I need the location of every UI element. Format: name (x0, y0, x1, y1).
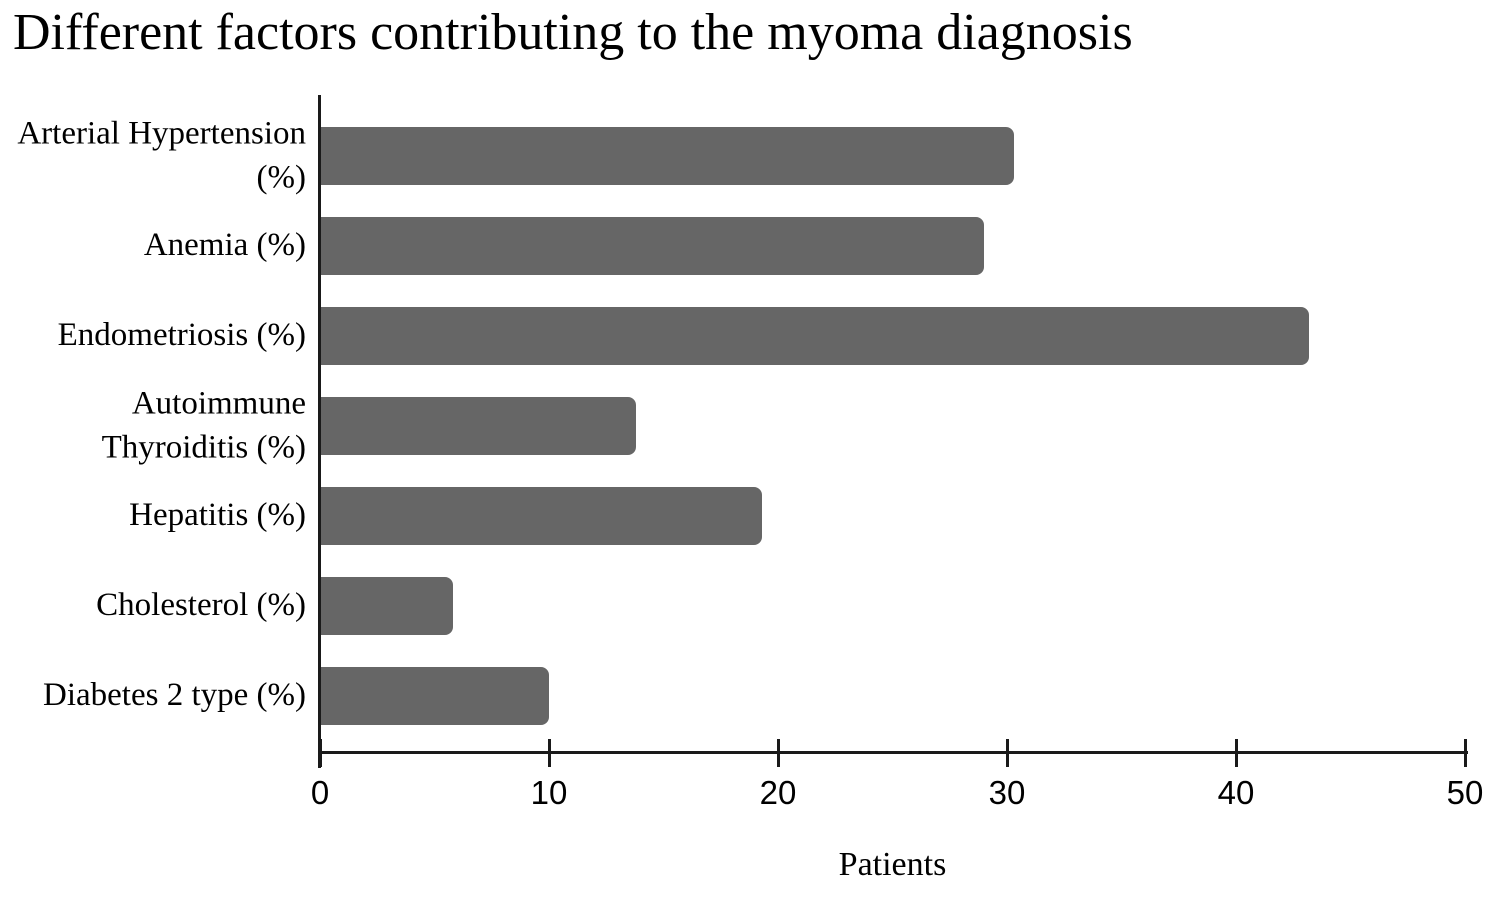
bar (321, 487, 762, 545)
x-tick (1005, 739, 1009, 767)
x-tick-label: 50 (1446, 774, 1484, 811)
y-axis-line (318, 95, 321, 768)
x-tick (1463, 739, 1467, 767)
category-label: Diabetes 2 type (%) (43, 677, 306, 714)
category-label: Arterial Hypertension (%) (17, 115, 306, 195)
category-label: Endometriosis (%) (57, 317, 306, 354)
x-tick-label: 20 (759, 774, 797, 811)
chart-title: Different factors contributing to the my… (13, 4, 1133, 61)
category-label: Cholesterol (%) (96, 587, 306, 624)
x-axis-title: Patients (838, 846, 947, 883)
x-tick (1234, 739, 1238, 767)
x-tick-label: 40 (1217, 774, 1255, 811)
category-label: Autoimmune Thyroiditis (%) (101, 385, 306, 465)
bar (321, 397, 637, 455)
x-tick-label: 10 (530, 774, 568, 811)
x-tick-label: 0 (310, 774, 330, 811)
x-tick (547, 739, 551, 767)
x-tick (318, 739, 322, 767)
bar (321, 307, 1310, 365)
bar (321, 127, 1014, 185)
bar (321, 217, 985, 275)
category-label: Hepatitis (%) (129, 497, 306, 534)
bar (321, 577, 453, 635)
x-tick (776, 739, 780, 767)
x-axis-line (318, 751, 1468, 754)
category-label: Anemia (%) (143, 227, 306, 264)
bar (321, 667, 549, 725)
x-tick-label: 30 (988, 774, 1026, 811)
